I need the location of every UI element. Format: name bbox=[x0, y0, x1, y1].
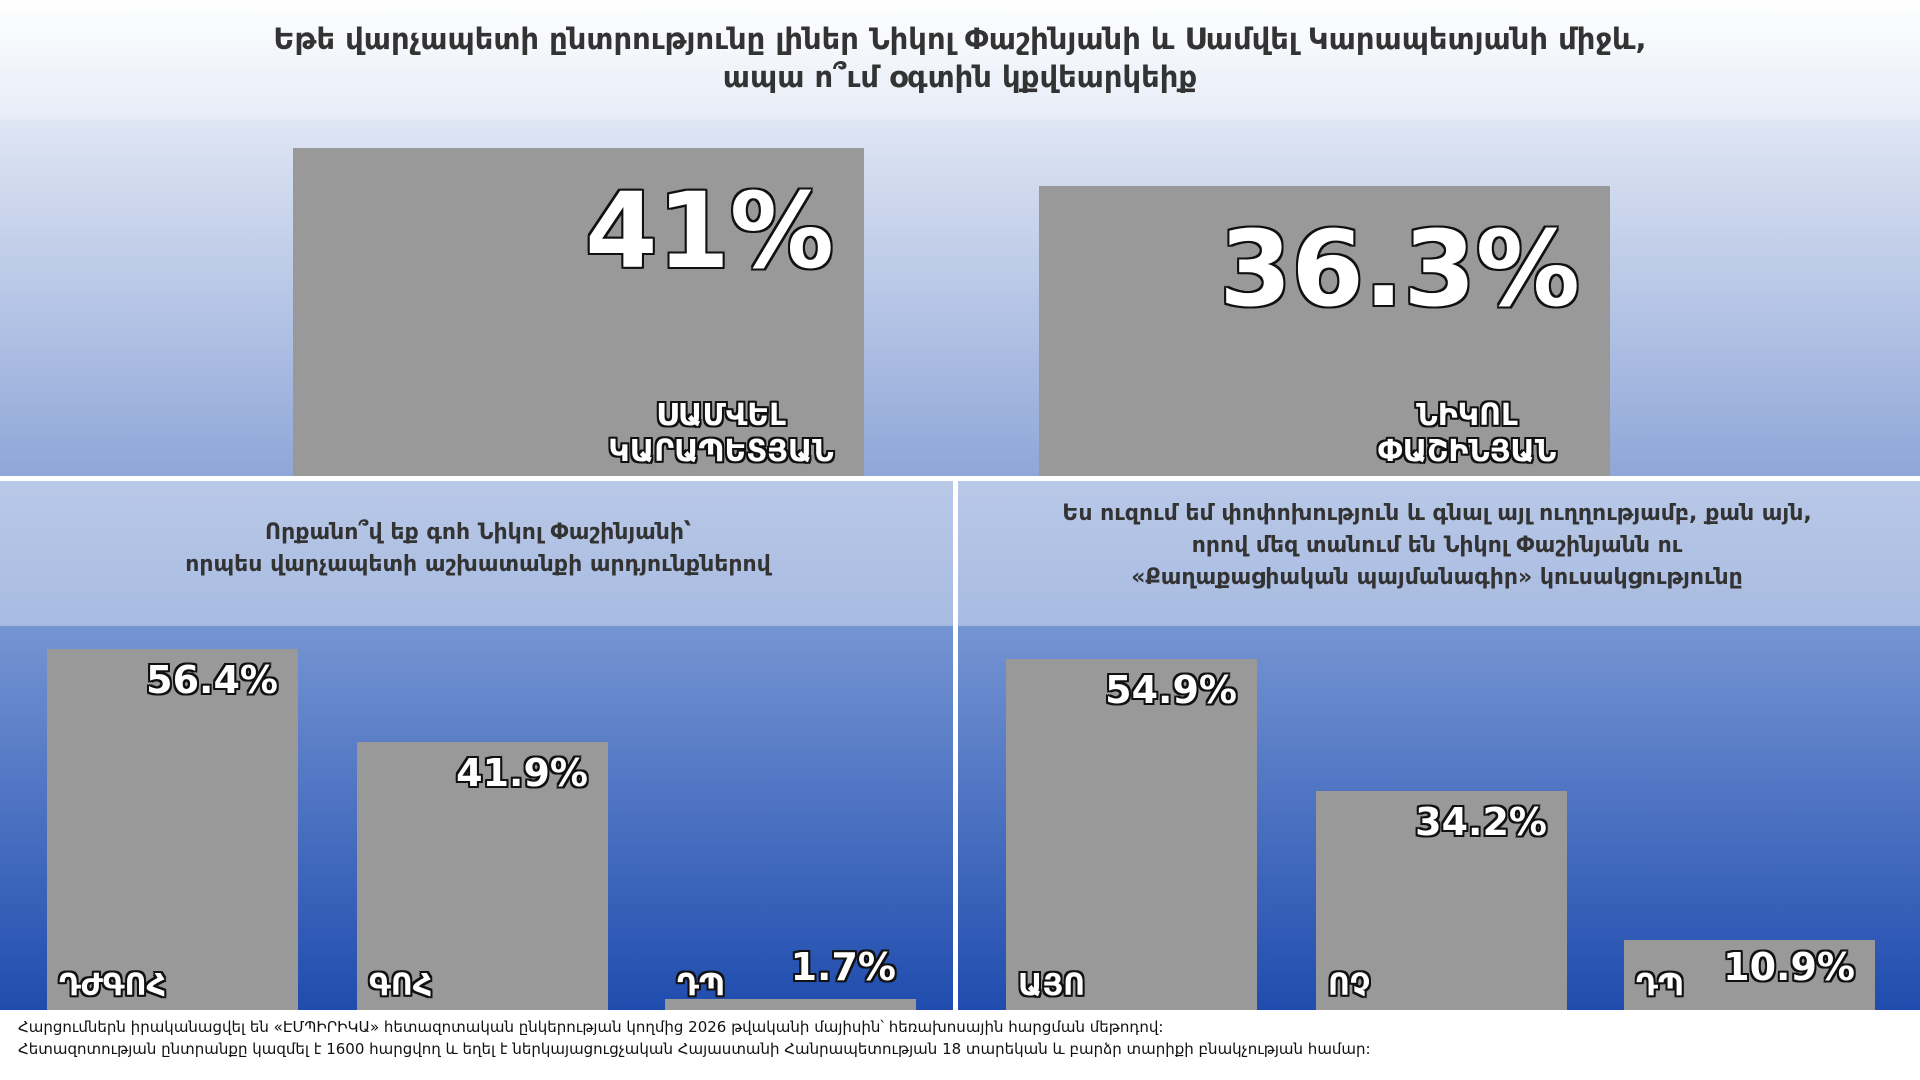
bar bbox=[1624, 940, 1875, 1010]
title-line: ապա ո՞ւմ օգտին կքվեարկեիք bbox=[722, 60, 1198, 94]
bottom-panel bbox=[0, 626, 1920, 1010]
subtitle-band bbox=[0, 481, 1920, 626]
bar bbox=[293, 148, 864, 476]
category-label: ՍԱՄՎԵԼ ԿԱՐԱՊԵՏՅԱՆ bbox=[608, 398, 834, 469]
category-label: ՆԻԿՈԼ ՓԱՇԻՆՅԱՆ bbox=[1377, 398, 1557, 469]
bar bbox=[1316, 791, 1567, 1010]
title-line: Որքանո՞վ եք գոհ Նիկոլ Փաշինյանի՝ bbox=[265, 520, 691, 545]
title-line: որպես վարչապետի աշխատանքի արդյունքներով bbox=[185, 552, 771, 577]
chart-subtitle: Ես ուզում եմ փոփոխություն և գնալ այլ ուղ… bbox=[977, 498, 1897, 594]
value-label: 34.2% bbox=[1415, 800, 1547, 845]
category-label: ԴՊ bbox=[1636, 968, 1684, 1003]
footnote: Հարցումներն իրականացվել են «ԷՄՊԻՐԻԿԱ» հե… bbox=[18, 1018, 1164, 1036]
bar bbox=[357, 741, 608, 1010]
bar bbox=[1006, 658, 1257, 1010]
value-label: 41% bbox=[585, 170, 834, 292]
title-line: Ես ուզում եմ փոփոխություն և գնալ այլ ուղ… bbox=[1062, 501, 1812, 526]
title-line: որով մեզ տանում են Նիկոլ Փաշինյանն ու bbox=[1191, 533, 1683, 558]
value-label: 41.9% bbox=[456, 750, 588, 795]
value-label: 1.7% bbox=[790, 945, 896, 989]
bar bbox=[1039, 185, 1610, 476]
bar bbox=[665, 999, 916, 1010]
footnote: Հետազոտության ընտրանքը կազմել է 1600 հար… bbox=[18, 1040, 1371, 1058]
value-label: 36.3% bbox=[1219, 207, 1580, 330]
value-label: 10.9% bbox=[1723, 945, 1855, 989]
category-label: ԴՊ bbox=[677, 968, 725, 1003]
title-line: «Քաղաքացիական պայմանագիր» կուսակցություն… bbox=[1131, 565, 1743, 590]
top-panel bbox=[0, 120, 1920, 476]
category-label: ԴԺԳՈՀ bbox=[59, 968, 167, 1003]
chart-subtitle: Որքանո՞վ եք գոհ Նիկոլ Փաշինյանի՝ որպես վա… bbox=[18, 517, 938, 581]
category-label: ԱՅՈ bbox=[1018, 968, 1086, 1003]
separator bbox=[953, 481, 958, 1010]
category-label: ՈՉ bbox=[1328, 968, 1371, 1003]
category-label: ԳՈՀ bbox=[369, 968, 433, 1003]
value-label: 54.9% bbox=[1105, 667, 1237, 712]
chart-title: Եթե վարչապետի ընտրությունը լիներ Նիկոլ Փ… bbox=[0, 20, 1920, 96]
bar bbox=[47, 649, 298, 1010]
title-line: Եթե վարչապետի ընտրությունը լիներ Նիկոլ Փ… bbox=[273, 22, 1647, 56]
separator bbox=[0, 476, 1920, 481]
value-label: 56.4% bbox=[146, 658, 278, 703]
title-band bbox=[0, 0, 1920, 120]
